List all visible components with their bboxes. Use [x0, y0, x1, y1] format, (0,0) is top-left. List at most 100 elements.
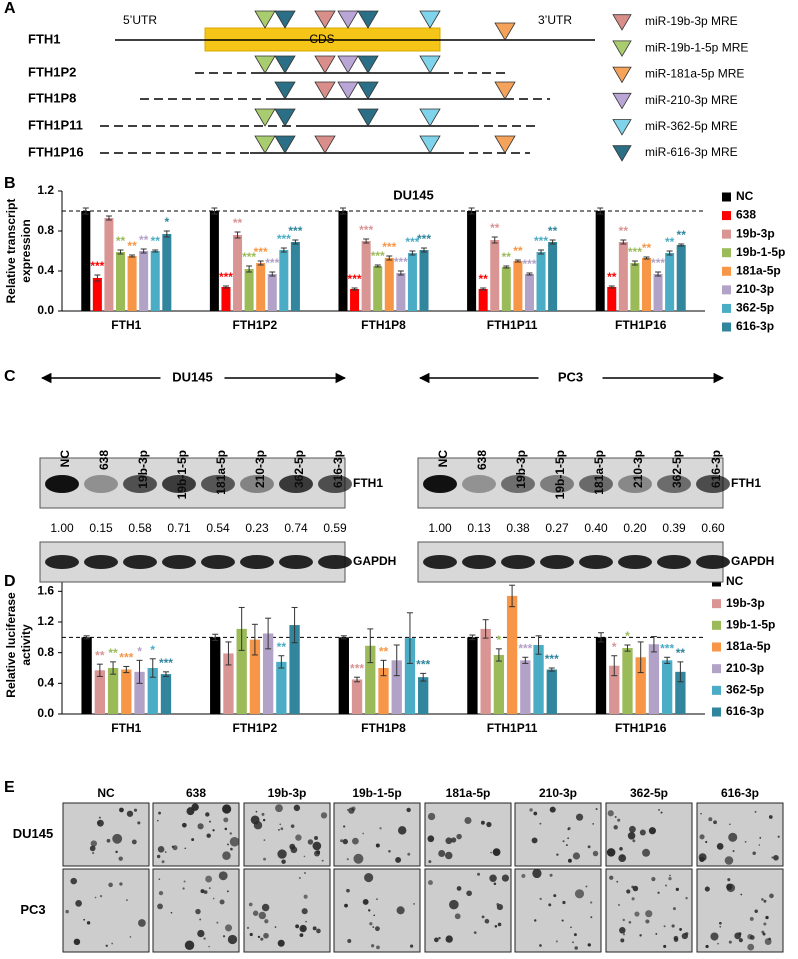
colony: [314, 836, 319, 840]
legend-label: 19b-3p: [726, 596, 765, 610]
colony: [344, 903, 348, 908]
colony: [567, 858, 572, 863]
chart-title: DU145: [393, 187, 433, 202]
legend-triangle: [612, 145, 632, 162]
quantification: 0.27: [545, 521, 569, 535]
colony: [740, 893, 743, 896]
colony: [257, 935, 261, 939]
bar: [81, 637, 92, 714]
colony: [747, 943, 755, 951]
error-bar: [212, 633, 219, 641]
significance-stars: ***: [348, 272, 362, 286]
colony: [280, 827, 284, 831]
colony: [348, 807, 355, 814]
colony: [489, 874, 497, 882]
mre-triangle: [314, 55, 336, 74]
colony: [157, 846, 165, 853]
colony: [277, 939, 285, 947]
bar: [665, 253, 675, 311]
colony: [572, 941, 574, 944]
gene-label: FTH1P11: [28, 117, 83, 132]
colony: [716, 843, 724, 850]
mre-triangle: [419, 55, 441, 74]
lane-label: NC: [58, 450, 72, 468]
mre-triangle: [419, 108, 441, 127]
band: [45, 555, 79, 569]
lane-label: 638: [475, 450, 489, 470]
colony: [744, 841, 747, 843]
error-bar: [678, 243, 685, 247]
colony: [609, 875, 614, 880]
significance-stars: ***: [277, 232, 291, 246]
colony: [406, 807, 411, 813]
panel-label: A: [4, 0, 16, 17]
colony: [549, 873, 553, 877]
panel-label: B: [4, 175, 16, 192]
colony: [126, 899, 128, 901]
column-label: 19b-3p: [268, 786, 307, 800]
colony: [316, 850, 321, 855]
legend-swatch: [712, 620, 721, 630]
significance-stars: **: [513, 244, 523, 258]
colony: [157, 819, 159, 822]
error-bar: [406, 612, 413, 664]
y-tick-label: 1.6: [37, 584, 54, 598]
y-axis-label: Relative luciferase: [4, 592, 18, 698]
bar: [267, 274, 277, 311]
bar: [630, 263, 640, 311]
colony: [445, 837, 453, 845]
legend-label: 616-3p: [726, 704, 764, 718]
colony: [708, 817, 713, 822]
colony: [657, 891, 660, 894]
bar: [661, 660, 673, 714]
colony: [556, 853, 559, 856]
bar: [480, 628, 491, 714]
row-label: DU145: [13, 826, 53, 841]
colony: [379, 827, 382, 830]
colony: [592, 850, 599, 857]
colony: [353, 853, 364, 864]
legend-swatch: [712, 599, 721, 609]
significance-stars: **: [677, 228, 687, 242]
legend-label: 19b-1-5p: [726, 618, 775, 632]
error-bar: [380, 659, 387, 677]
colony: [208, 887, 211, 889]
error-bar: [482, 619, 489, 639]
colony: [645, 919, 650, 924]
colony: [632, 885, 639, 892]
y-tick-label: 0.4: [37, 263, 54, 277]
error-bar: [409, 250, 416, 256]
band: [696, 555, 730, 569]
quantification: 0.13: [467, 521, 491, 535]
colony: [587, 943, 591, 947]
error-bar: [110, 661, 117, 675]
colony: [769, 893, 774, 899]
legend-label: miR-19b-3p MRE: [645, 14, 738, 28]
colony: [481, 915, 485, 919]
colony: [632, 839, 636, 843]
colony: [592, 822, 595, 825]
significance-stars: **: [116, 234, 126, 248]
row-label: PC3: [20, 902, 45, 917]
colony: [186, 807, 195, 816]
lane-label: 19b-1-5p: [553, 450, 567, 499]
colony: [170, 911, 173, 914]
colony: [473, 931, 477, 934]
y-tick-label: 0.8: [37, 645, 54, 659]
bar: [513, 261, 523, 311]
colony: [595, 808, 598, 811]
band: [423, 475, 457, 493]
significance-stars: ***: [545, 652, 559, 666]
bar: [115, 252, 126, 311]
panel-label: D: [4, 573, 16, 590]
legend-swatch: [722, 248, 731, 258]
x-tick-label: FTH1P8: [361, 721, 406, 735]
colony: [639, 829, 646, 836]
colony: [761, 930, 765, 934]
colony: [171, 845, 174, 848]
error-bar: [82, 207, 89, 215]
error-bar: [291, 606, 298, 644]
colony: [754, 810, 757, 813]
bar: [653, 274, 663, 311]
colony: [397, 826, 407, 835]
